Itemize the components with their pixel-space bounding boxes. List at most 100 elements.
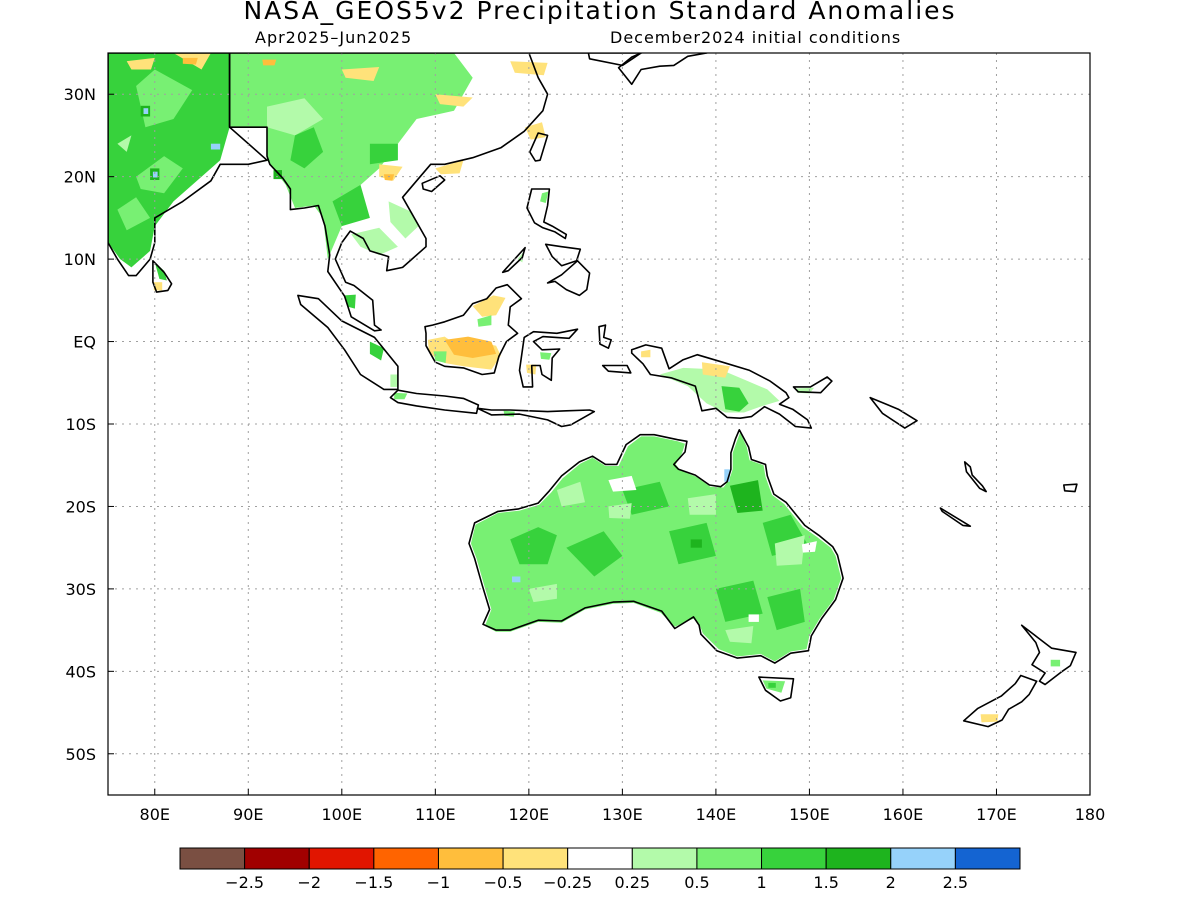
coastline-new-caledonia xyxy=(939,507,972,528)
coastline-mindanao xyxy=(546,259,591,297)
anomaly-patch xyxy=(369,341,384,361)
colorbar-swatch xyxy=(179,847,246,870)
anomaly-patch xyxy=(369,143,398,165)
coastline-vanuatu xyxy=(963,461,988,493)
coastline-palawan xyxy=(501,246,526,274)
lon-tick-label: 180 xyxy=(1075,805,1106,824)
anomaly-patch xyxy=(566,531,623,577)
lat-tick-label: 20N xyxy=(64,168,96,187)
anomaly-patch xyxy=(510,527,557,565)
anomaly-patch xyxy=(768,682,776,688)
anomaly-patch xyxy=(472,295,506,317)
colorbar-label: 2 xyxy=(886,873,896,892)
land-sumatra xyxy=(297,295,398,390)
coastline-taiwan xyxy=(528,132,549,162)
anomaly-patch xyxy=(774,535,805,566)
colorbar-label: 1 xyxy=(756,873,766,892)
anomaly-patch xyxy=(1050,659,1061,667)
anomaly-patch xyxy=(678,461,688,468)
anomaly-patch xyxy=(477,315,492,327)
anomaly-patch xyxy=(143,108,149,114)
forecast-period: Apr2025–Jun2025 xyxy=(255,28,413,47)
coastline-tasmania xyxy=(758,676,795,702)
colorbar-swatch xyxy=(954,847,1021,870)
axis-ticks: 80E 90E 100E 110E 120E 130E 140E 150E 160E 170E 18… xyxy=(64,85,1106,824)
land-visayas xyxy=(545,244,581,266)
coastline-new-britain xyxy=(792,376,833,394)
coastline-mainland-asia xyxy=(228,53,642,332)
lon-tick-label: 130E xyxy=(602,805,643,824)
coastline-halmahera xyxy=(598,324,613,350)
anomaly-layer xyxy=(108,53,1061,723)
land-nz-north-island xyxy=(1021,625,1076,685)
colorbar: −2.5 −2 −1.5 −1 −0.5 −0.25 0.25 0.5 1 1.5 2 2.5 xyxy=(179,847,1021,892)
anomaly-patch xyxy=(344,294,356,309)
initial-conditions: December2024 initial conditions xyxy=(610,28,902,47)
lat-tick-label: 30N xyxy=(64,85,96,104)
lat-tick-label: 30S xyxy=(65,580,96,599)
colorbar-swatch xyxy=(373,847,439,870)
anomaly-patch xyxy=(608,503,632,519)
anomaly-patch xyxy=(540,191,549,203)
coastline-nz-north-island xyxy=(1020,624,1077,686)
colorbar-label: −2 xyxy=(297,873,321,892)
anomaly-patch xyxy=(341,67,380,81)
coastline-india xyxy=(108,53,268,277)
land-hainan xyxy=(422,175,445,192)
colorbar-label: 0.5 xyxy=(684,873,709,892)
anomaly-patch xyxy=(267,98,324,136)
anomaly-patch xyxy=(556,481,585,507)
anomaly-patch xyxy=(801,541,817,553)
anomaly-patch xyxy=(182,57,198,65)
anomaly-patch xyxy=(725,626,754,644)
coastline-sulawesi xyxy=(518,328,579,388)
anomaly-patch xyxy=(659,367,780,413)
lat-tick-label: 50S xyxy=(65,745,96,764)
lon-tick-label: 160E xyxy=(883,805,924,824)
anomaly-patch xyxy=(433,351,447,363)
anomaly-patch xyxy=(687,494,716,515)
colorbar-label: 0.25 xyxy=(614,873,650,892)
colorbar-label: −1 xyxy=(427,873,451,892)
grid-layer xyxy=(108,53,1090,795)
colorbar-swatch xyxy=(437,847,504,870)
lat-tick-label: 10S xyxy=(65,415,96,434)
colorbar-swatch xyxy=(761,847,827,870)
land-halmahera xyxy=(599,325,612,349)
colorbar-label: −2.5 xyxy=(225,873,264,892)
coastline-nz-south-island xyxy=(962,674,1038,728)
colorbar-swatch xyxy=(308,847,375,870)
anomaly-patch xyxy=(444,336,497,358)
anomaly-patch xyxy=(136,156,183,194)
coastline-solomon-islands xyxy=(869,396,918,429)
lat-tick-label: 20S xyxy=(65,497,96,516)
anomaly-patch xyxy=(210,143,221,150)
anomaly-patch xyxy=(383,174,395,181)
colorbar-swatch xyxy=(244,847,310,870)
anomaly-patch xyxy=(394,392,408,400)
colorbar-swatch xyxy=(696,847,763,870)
land-java xyxy=(390,390,479,414)
coastline-seram xyxy=(601,364,632,374)
lon-tick-label: 120E xyxy=(509,805,550,824)
lat-tick-label: 10N xyxy=(64,250,96,269)
anomaly-patch xyxy=(729,480,763,513)
anomaly-patch xyxy=(641,349,651,358)
anomaly-patch xyxy=(435,160,464,175)
anomaly-patch xyxy=(390,374,398,387)
anomaly-patch xyxy=(388,201,419,239)
colorbar-swatch xyxy=(890,847,956,870)
coastline-sri-lanka xyxy=(152,259,173,293)
anomaly-patch xyxy=(512,576,521,583)
lon-tick-label: 140E xyxy=(696,805,737,824)
lon-tick-label: 150E xyxy=(789,805,830,824)
lon-tick-label: 90E xyxy=(233,805,263,824)
lon-tick-label: 170E xyxy=(976,805,1017,824)
coastline-lesser-sunda xyxy=(476,407,596,428)
coastline-java xyxy=(389,389,480,415)
colorbar-swatch xyxy=(825,847,892,870)
anomaly-patch xyxy=(540,352,552,360)
lon-tick-label: 100E xyxy=(321,805,362,824)
coastline-layer xyxy=(108,53,1078,728)
coastline-fiji xyxy=(1063,483,1078,493)
